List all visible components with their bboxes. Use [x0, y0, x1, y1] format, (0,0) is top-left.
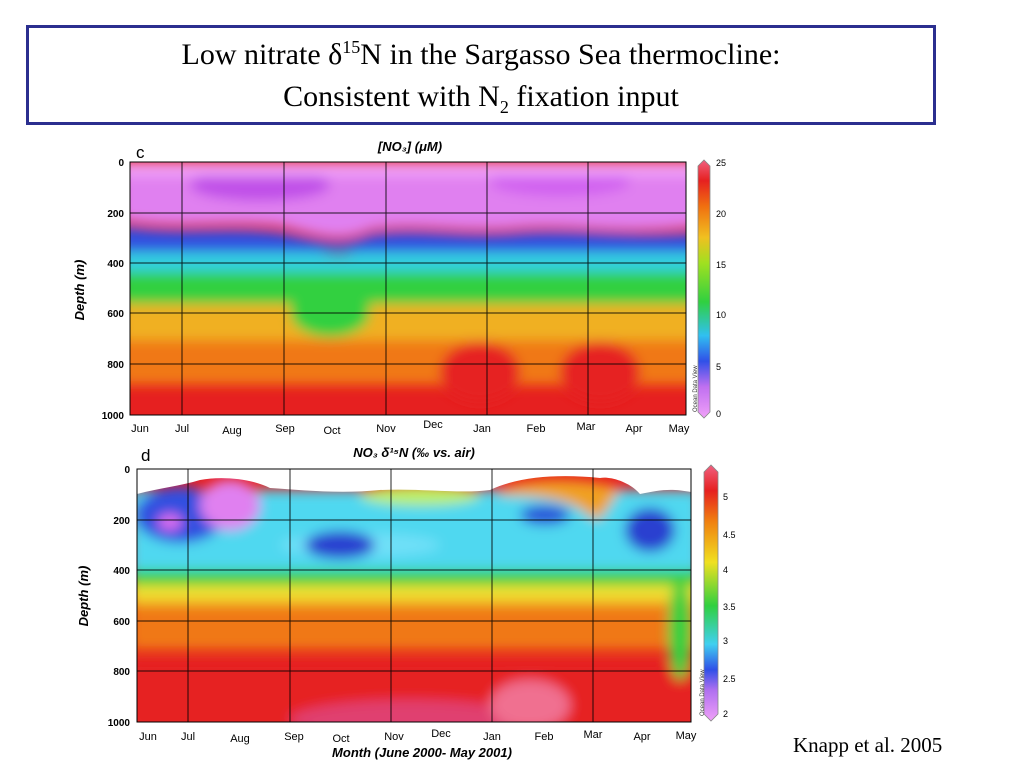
x-tick-label: Nov: [384, 731, 404, 743]
panel-d-colorbar: 2 2.5 3 3.5 4 4.5 5 Ocean Data View: [700, 464, 736, 722]
title-line2-text: Consistent with N: [283, 80, 500, 113]
colorbar-tick: 2.5: [723, 674, 736, 684]
x-tick-label: Jan: [483, 731, 501, 743]
y-tick-label: 1000: [108, 718, 131, 729]
y-tick-label: 1000: [102, 411, 125, 422]
colorbar-tick: 5: [723, 492, 728, 502]
panel-c-y-axis: 0 200 400 600 800 1000: [102, 158, 125, 422]
x-tick-label: Jan: [473, 423, 491, 435]
slide-title-box: Low nitrate δ15N in the Sargasso Sea the…: [26, 25, 936, 125]
x-tick-label: Nov: [376, 423, 396, 435]
colorbar-tick: 2: [723, 709, 728, 719]
y-tick-label: 800: [107, 360, 124, 371]
colorbar-tick: 4.5: [723, 530, 736, 540]
panel-d-y-axis: 0 200 400 600 800 1000: [108, 465, 131, 729]
x-tick-label: Jun: [139, 731, 157, 743]
x-tick-label: May: [676, 730, 697, 742]
panel-d-title: NO₃ δ¹⁵N (‰ vs. air): [353, 445, 475, 460]
x-tick-label: Jul: [175, 423, 189, 435]
x-tick-label: Dec: [431, 728, 451, 740]
slide-title-line2: Consistent with N2 fixation input: [29, 76, 933, 118]
x-tick-label: Sep: [284, 731, 304, 743]
panel-d-x-axis: Jun Jul Aug Sep Oct Nov Dec Jan Feb Mar …: [139, 728, 697, 745]
colorbar-tick: 0: [716, 409, 721, 419]
colorbar-watermark: Ocean Data View: [693, 365, 699, 412]
panel-d-heatmap: [137, 469, 691, 722]
panel-d-xlabel: Month (June 2000- May 2001): [332, 745, 512, 760]
title-line1-text: Low nitrate δ: [181, 38, 343, 71]
title-line1-text-end: N in the Sargasso Sea thermocline:: [360, 38, 781, 71]
panel-c: c [NO₃] (μM): [72, 139, 726, 437]
title-superscript: 15: [342, 37, 361, 57]
panel-d-label: d: [141, 446, 150, 465]
panel-d-ylabel: Depth (m): [76, 566, 91, 627]
y-tick-label: 600: [107, 309, 124, 320]
colorbar-tick: 3: [723, 636, 728, 646]
y-tick-label: 400: [107, 259, 124, 270]
panel-c-title: [NO₃] (μM): [377, 139, 442, 154]
x-tick-label: Feb: [535, 731, 554, 743]
x-tick-label: Feb: [527, 423, 546, 435]
y-tick-label: 0: [124, 465, 130, 476]
x-tick-label: Dec: [423, 419, 443, 431]
panel-c-x-axis: Jun Jul Aug Sep Oct Nov Dec Jan Feb Mar …: [131, 419, 690, 437]
colorbar-tick: 4: [723, 565, 728, 575]
x-tick-label: Aug: [222, 425, 242, 437]
colorbar-tick: 20: [716, 209, 726, 219]
x-tick-label: Oct: [332, 733, 349, 745]
x-tick-label: Apr: [633, 731, 650, 743]
y-tick-label: 600: [113, 617, 130, 628]
y-tick-label: 800: [113, 667, 130, 678]
y-tick-label: 0: [118, 158, 124, 169]
citation: Knapp et al. 2005: [793, 733, 943, 757]
y-tick-label: 200: [107, 209, 124, 220]
x-tick-label: May: [669, 423, 690, 435]
x-tick-label: Aug: [230, 733, 250, 745]
colorbar-tick: 25: [716, 158, 726, 168]
colorbar-tick: 3.5: [723, 602, 736, 612]
x-tick-label: Mar: [584, 729, 603, 741]
x-tick-label: Jul: [181, 731, 195, 743]
panel-c-ylabel: Depth (m): [72, 260, 87, 321]
y-tick-label: 200: [113, 516, 130, 527]
panel-c-heatmap: [130, 162, 686, 415]
panel-c-label: c: [136, 143, 145, 162]
y-tick-label: 400: [113, 566, 130, 577]
x-tick-label: Oct: [323, 425, 340, 437]
x-tick-label: Jun: [131, 423, 149, 435]
x-tick-label: Mar: [577, 421, 596, 433]
title-line2-text-end: fixation input: [508, 80, 679, 113]
colorbar-watermark: Ocean Data View: [700, 669, 706, 716]
slide-title-line1: Low nitrate δ15N in the Sargasso Sea the…: [29, 34, 933, 76]
colorbar-tick: 5: [716, 362, 721, 372]
title-subscript: 2: [499, 97, 509, 117]
colorbar-tick: 10: [716, 310, 726, 320]
x-tick-label: Apr: [625, 423, 642, 435]
colorbar-tick: 15: [716, 260, 726, 270]
panel-c-colorbar: 0 5 10 15 20 25 Ocean Data View: [693, 158, 726, 419]
x-tick-label: Sep: [275, 423, 295, 435]
panel-d: d NO₃ δ¹⁵N (‰ vs. air): [76, 445, 736, 760]
